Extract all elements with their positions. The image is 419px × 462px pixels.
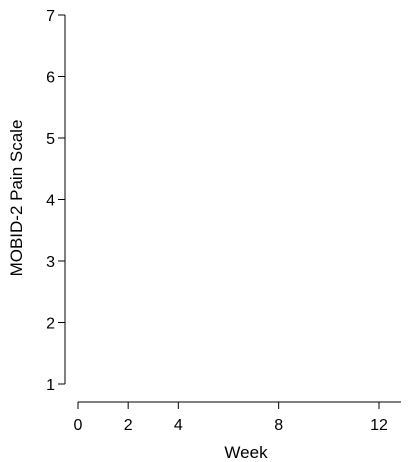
y-tick-label: 2 (46, 316, 55, 333)
x-tick-label: 12 (370, 417, 388, 434)
x-tick-label: 8 (274, 417, 283, 434)
x-tick-label: 0 (74, 417, 83, 434)
y-tick-label: 5 (46, 131, 55, 148)
y-tick-label: 1 (46, 377, 55, 394)
x-tick-label: 2 (124, 417, 133, 434)
y-tick-label: 3 (46, 254, 55, 271)
y-tick-label: 6 (46, 70, 55, 87)
x-tick-label: 4 (174, 417, 183, 434)
y-tick-label: 4 (46, 193, 55, 210)
y-axis-title: MOBID-2 Pain Scale (7, 120, 26, 277)
y-tick-label: 7 (46, 8, 55, 25)
x-axis-title: Week (224, 443, 268, 462)
